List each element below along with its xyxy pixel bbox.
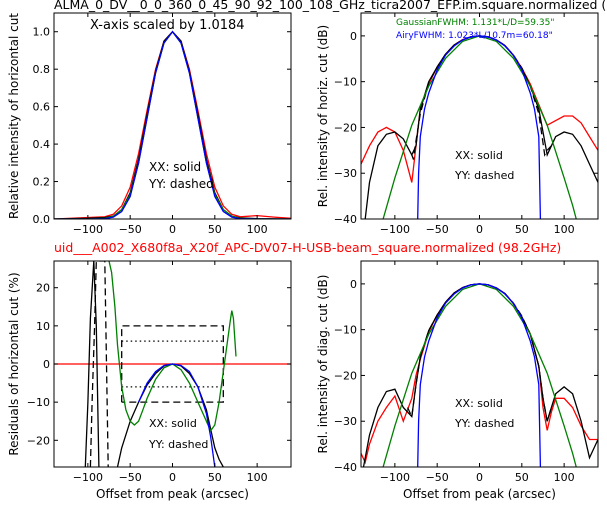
x-tick-label: 50 bbox=[515, 223, 529, 236]
x-tick-label: −100 bbox=[380, 471, 410, 484]
x-tick-label: 50 bbox=[208, 471, 222, 484]
y-tick-label: 0.2 bbox=[33, 176, 51, 189]
series-line-3 bbox=[54, 30, 291, 219]
annotation: YY: dashed bbox=[454, 417, 514, 430]
series-line-1 bbox=[84, 261, 100, 467]
y-tick-label: −30 bbox=[334, 415, 357, 428]
plot-area bbox=[54, 261, 291, 467]
series-line-2 bbox=[116, 363, 224, 467]
y-axis-label: Residuals of horizontal cut (%) bbox=[7, 272, 21, 455]
x-tick-label: 0 bbox=[169, 471, 176, 484]
annotation: XX: solid bbox=[149, 160, 201, 174]
x-tick-label: 100 bbox=[247, 223, 268, 236]
y-axis-label: Rel. intensity of horiz. cut (dB) bbox=[316, 25, 330, 207]
axes-frame bbox=[360, 260, 599, 468]
y-tick-label: −10 bbox=[334, 324, 357, 337]
y-tick-label: 20 bbox=[36, 282, 50, 295]
x-axis-label: Offset from peak (arcsec) bbox=[96, 487, 249, 501]
y-tick-label: 0.0 bbox=[33, 213, 51, 226]
x-tick-label: 100 bbox=[554, 223, 575, 236]
series-line-4 bbox=[417, 283, 542, 467]
x-tick-label: −100 bbox=[380, 223, 410, 236]
x-tick-label: −50 bbox=[426, 223, 449, 236]
x-tick-label: −50 bbox=[426, 471, 449, 484]
y-tick-label: 0 bbox=[43, 358, 50, 371]
y-axis-label: Relative intensity of horizontal cut bbox=[7, 13, 21, 219]
series-line-8 bbox=[138, 363, 216, 467]
series-line-0 bbox=[361, 283, 598, 465]
series-line-4 bbox=[121, 325, 224, 403]
x-tick-label: 100 bbox=[554, 471, 575, 484]
y-tick-label: −20 bbox=[334, 369, 357, 382]
plot-area bbox=[54, 30, 291, 219]
series-line-3 bbox=[382, 283, 577, 467]
series-line-3 bbox=[89, 261, 109, 467]
series-line-2 bbox=[411, 35, 552, 160]
y-tick-label: 0 bbox=[350, 30, 357, 43]
series-line-1 bbox=[364, 35, 598, 219]
annotation: YY: dashed bbox=[454, 169, 514, 182]
y-tick-label: 0 bbox=[350, 278, 357, 291]
y-tick-label: −20 bbox=[334, 121, 357, 134]
y-tick-label: −20 bbox=[27, 434, 50, 447]
y-tick-label: −10 bbox=[27, 396, 50, 409]
x-tick-label: −50 bbox=[119, 223, 142, 236]
x-tick-label: 50 bbox=[515, 471, 529, 484]
y-tick-label: 10 bbox=[36, 320, 50, 333]
annotation: YY: dashed bbox=[148, 177, 214, 191]
legend-entry: GaussianFWHM: 1.131*L/D=59.35" bbox=[396, 18, 554, 28]
axes-frame bbox=[360, 12, 599, 220]
y-tick-label: −40 bbox=[334, 461, 357, 474]
figure-title-red: uid___A002_X680f8a_X20f_APC-DV07-H-USB-b… bbox=[54, 240, 561, 255]
x-tick-label: 0 bbox=[169, 223, 176, 236]
y-tick-label: −40 bbox=[334, 213, 357, 226]
x-tick-label: −100 bbox=[73, 471, 103, 484]
annotation: XX: solid bbox=[455, 149, 503, 162]
y-tick-label: 1.0 bbox=[33, 26, 51, 39]
x-tick-label: 0 bbox=[476, 223, 483, 236]
annotation: X-axis scaled by 1.0184 bbox=[90, 18, 245, 33]
series-line-4 bbox=[417, 35, 542, 219]
chart-top-left: −100 −50 0 50 100 0.0 0.2 0.4 0.6 0.8 1.0 Relative … bbox=[7, 12, 292, 236]
legend-entry: AiryFWHM: 1.023*L/10.7m=60.18" bbox=[396, 31, 553, 41]
figure-title-black: ALMA_0_DV__0_0_360_0_45_90_92_100_108_GH… bbox=[54, 0, 606, 12]
y-tick-label: −30 bbox=[334, 167, 357, 180]
y-tick-label: 0.4 bbox=[33, 138, 51, 151]
x-tick-label: 0 bbox=[476, 471, 483, 484]
y-tick-label: −10 bbox=[334, 76, 357, 89]
x-tick-label: −100 bbox=[73, 223, 103, 236]
x-tick-label: 50 bbox=[208, 223, 222, 236]
annotation: XX: solid bbox=[455, 397, 503, 410]
series-line-7 bbox=[108, 261, 237, 433]
annotation: YY: dashed bbox=[148, 438, 208, 451]
x-tick-label: −50 bbox=[119, 471, 142, 484]
plot-area bbox=[361, 35, 598, 219]
x-tick-label: 100 bbox=[247, 471, 268, 484]
y-tick-label: 0.8 bbox=[33, 63, 51, 76]
series-line-1 bbox=[362, 283, 598, 467]
x-axis-label: Offset from peak (arcsec) bbox=[403, 487, 556, 501]
y-tick-label: 0.6 bbox=[33, 101, 51, 114]
annotation: XX: solid bbox=[149, 417, 197, 430]
series-line-3 bbox=[382, 35, 577, 219]
y-axis-label: Rel. intensity of diag. cut (dB) bbox=[316, 275, 330, 454]
plot-area bbox=[361, 283, 598, 467]
